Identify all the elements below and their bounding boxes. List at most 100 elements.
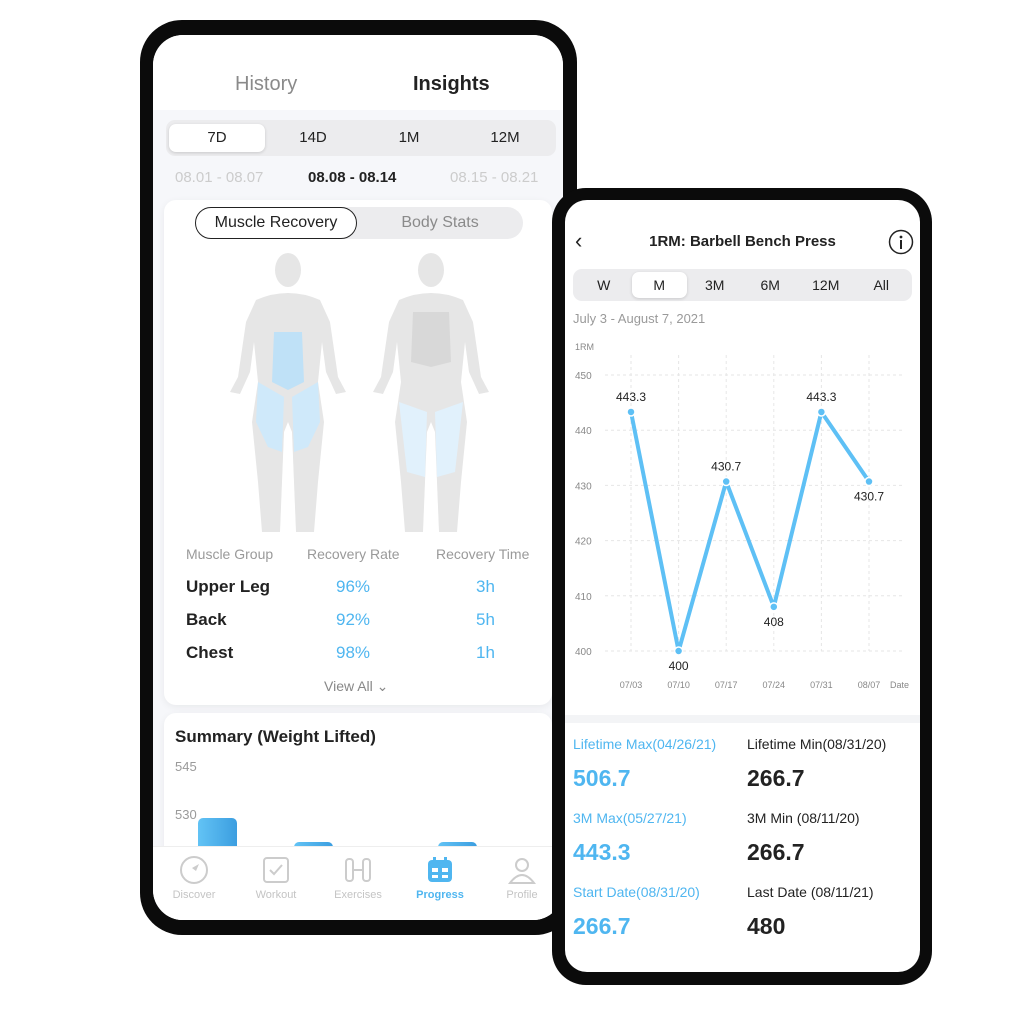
nav-workout[interactable]: Workout [235, 847, 317, 920]
y-axis-label: 1RM [575, 342, 594, 352]
y-tick-label: 400 [575, 647, 592, 658]
stat-label: Last Date (08/11/21) [747, 884, 874, 900]
dumbbell-icon [345, 858, 371, 882]
period-6m[interactable]: 6M [760, 277, 780, 293]
recovery-rate: 98% [336, 643, 371, 662]
body-back-figure [373, 253, 489, 532]
data-point [864, 476, 874, 487]
stat-label: Lifetime Min(08/31/20) [747, 736, 887, 752]
stat-label: Start Date(08/31/20) [573, 884, 700, 900]
nav-profile[interactable]: Profile [481, 847, 563, 920]
table-row: Upper Leg 96% 3h [186, 577, 552, 601]
stat-label: Lifetime Max(04/26/21) [573, 736, 717, 752]
x-tick-label: 07/24 [763, 680, 786, 690]
week-next[interactable]: 08.15 - 08.21 [450, 169, 539, 186]
stat-value: 266.7 [747, 839, 805, 865]
stat-value: 480 [747, 913, 786, 939]
chevron-down-icon: ⌄ [376, 678, 389, 694]
calendar-icon [428, 857, 452, 882]
stat-label: 3M Min (08/11/20) [747, 810, 860, 826]
data-label: 430.7 [711, 460, 741, 474]
stat-label: 3M Max(05/27/21) [573, 810, 687, 826]
stat-value: 506.7 [573, 765, 631, 791]
x-tick-label: 07/03 [620, 680, 643, 690]
header-muscle-group: Muscle Group [186, 546, 274, 562]
toggle-muscle-recovery[interactable]: Muscle Recovery [195, 207, 357, 239]
bottom-nav: Discover Workout Exercises Progress Prof… [153, 846, 563, 920]
recovery-time: 3h [476, 577, 495, 596]
data-label: 443.3 [616, 390, 646, 404]
nav-exercises[interactable]: Exercises [317, 847, 399, 920]
y-tick-label: 530 [175, 807, 197, 822]
data-point [816, 407, 827, 417]
range-12m[interactable]: 12M [490, 129, 520, 146]
period-w[interactable]: W [597, 277, 611, 293]
view-all-button[interactable]: View All ⌄ [324, 678, 388, 695]
tab-history[interactable]: History [235, 73, 298, 95]
recovery-time: 1h [476, 643, 495, 662]
x-tick-label: 08/07 [858, 680, 881, 690]
period-12m[interactable]: 12M [812, 277, 840, 293]
week-current: 08.08 - 08.14 [308, 169, 397, 186]
x-tick-label: 07/10 [667, 680, 690, 690]
x-tick-label: 07/31 [810, 680, 833, 690]
muscle-group: Chest [186, 643, 234, 662]
y-tick-label: 450 [575, 371, 592, 382]
toggle-body-stats[interactable]: Body Stats [401, 214, 479, 231]
muscle-recovery-card: Muscle Recovery Body Stats Muscle Group … [164, 200, 552, 705]
compass-icon [180, 856, 208, 884]
table-row: Back 92% 5h [186, 610, 552, 634]
y-tick-label: 545 [175, 759, 197, 774]
data-point [721, 476, 731, 487]
y-tick-label: 440 [575, 426, 592, 437]
period-selector: W M 3M 6M 12M All [573, 269, 912, 301]
range-1m[interactable]: 1M [398, 129, 420, 146]
data-label: 430.7 [854, 490, 884, 504]
period-m[interactable]: M [631, 272, 687, 298]
body-front-figure [230, 253, 346, 532]
right-screen: ‹ 1RM: Barbell Bench Press W M 3M 6M 12M… [565, 200, 920, 972]
stat-value: 443.3 [573, 839, 631, 865]
muscle-group: Upper Leg [186, 577, 271, 596]
period-3m[interactable]: 3M [705, 277, 725, 293]
stat-value: 266.7 [573, 913, 631, 939]
muscle-group: Back [186, 610, 227, 629]
left-screen: History Insights 7D 14D 1M 12M 08.01 - 0… [153, 35, 563, 920]
range-14d[interactable]: 14D [299, 129, 327, 146]
data-label: 443.3 [806, 390, 836, 404]
checkbox-icon [263, 857, 289, 883]
data-label: 400 [669, 659, 689, 673]
recovery-time: 5h [476, 610, 495, 629]
series-line [629, 409, 871, 653]
y-tick-label: 410 [575, 592, 592, 603]
recovery-rate: 92% [336, 610, 371, 629]
data-point [769, 602, 779, 612]
nav-progress[interactable]: Progress [399, 847, 481, 920]
header-recovery-rate: Recovery Rate [307, 546, 400, 562]
data-point [626, 407, 636, 417]
y-tick-label: 420 [575, 537, 592, 548]
view-all-label: View All [324, 678, 373, 694]
tab-insights[interactable]: Insights [413, 73, 490, 95]
header-recovery-time: Recovery Time [436, 546, 530, 562]
range-7d[interactable]: 7D [169, 124, 265, 152]
table-row: Chest 98% 1h [186, 643, 552, 667]
range-selector: 7D 14D 1M 12M [166, 120, 556, 156]
data-point [673, 646, 684, 656]
stat-value: 266.7 [747, 765, 805, 791]
y-tick-label: 430 [575, 481, 592, 492]
summary-title: Summary (Weight Lifted) [175, 727, 376, 746]
info-icon[interactable] [888, 229, 914, 255]
x-axis-label: Date [890, 680, 909, 690]
date-range: July 3 - August 7, 2021 [573, 311, 706, 326]
x-tick-label: 07/17 [715, 680, 738, 690]
week-prev[interactable]: 08.01 - 08.07 [175, 169, 264, 186]
data-label: 408 [764, 615, 784, 629]
nav-discover[interactable]: Discover [153, 847, 235, 920]
period-all[interactable]: All [873, 277, 890, 293]
one-rm-line-chart: 1RM 400 410 420 430 440 450 07/03 07/10 07/17 07/2… [575, 342, 909, 690]
person-icon [507, 858, 537, 884]
screen-title: 1RM: Barbell Bench Press [649, 233, 836, 250]
recovery-rate: 96% [336, 577, 371, 596]
back-button[interactable]: ‹ [575, 228, 583, 253]
